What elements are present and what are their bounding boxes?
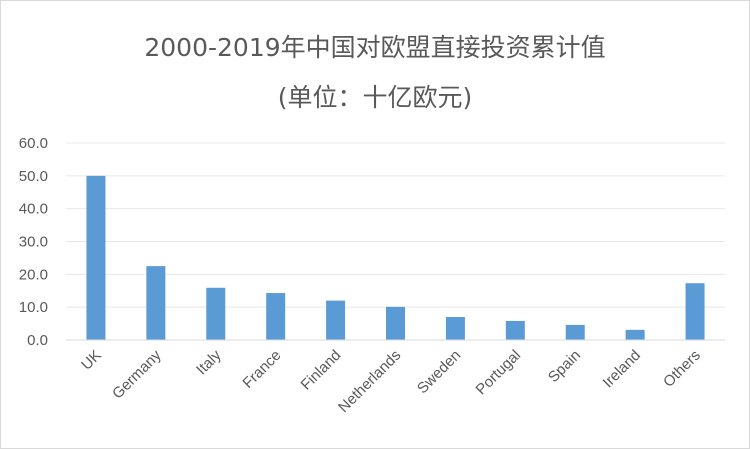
- bar-ireland: [625, 329, 645, 340]
- bar-italy: [206, 287, 226, 340]
- bar-portugal: [505, 320, 525, 340]
- gridlines: [66, 142, 725, 308]
- x-tick-label: Portugal: [473, 347, 525, 399]
- x-tick-label: France: [239, 347, 284, 392]
- y-tick-label: 20.0: [19, 266, 48, 283]
- x-tick-label: Others: [660, 347, 704, 391]
- x-tick-label: Netherlands: [335, 347, 404, 416]
- y-tick-label: 40.0: [19, 201, 48, 218]
- bar-uk: [86, 175, 106, 340]
- x-tick-label: Sweden: [414, 347, 464, 397]
- bar-germany: [146, 266, 166, 340]
- x-tick-label: Germany: [109, 346, 165, 402]
- x-tick-label: Spain: [545, 347, 584, 386]
- bar-others: [685, 283, 705, 340]
- bar-sweden: [445, 317, 465, 340]
- y-axis-ticks: 0.0 10.0 20.0 30.0 40.0 50.0 60.0: [19, 135, 48, 349]
- bar-spain: [565, 324, 585, 340]
- y-tick-label: 50.0: [19, 168, 48, 185]
- y-tick-label: 60.0: [19, 135, 48, 152]
- x-tick-label: Italy: [193, 346, 225, 378]
- chart-subtitle: (单位：十亿欧元): [277, 83, 473, 112]
- bar-netherlands: [386, 306, 405, 340]
- x-tick-label: Ireland: [600, 347, 644, 391]
- bars: [86, 175, 705, 340]
- x-tick-label: UK: [78, 347, 105, 374]
- chart-title: 2000-2019年中国对欧盟直接投资累计值: [144, 33, 606, 62]
- bar-france: [266, 293, 286, 340]
- y-tick-label: 10.0: [19, 299, 48, 316]
- y-tick-label: 0.0: [27, 332, 48, 349]
- y-tick-label: 30.0: [19, 234, 48, 251]
- x-tick-label: Finland: [298, 347, 345, 394]
- bar-finland: [326, 300, 346, 340]
